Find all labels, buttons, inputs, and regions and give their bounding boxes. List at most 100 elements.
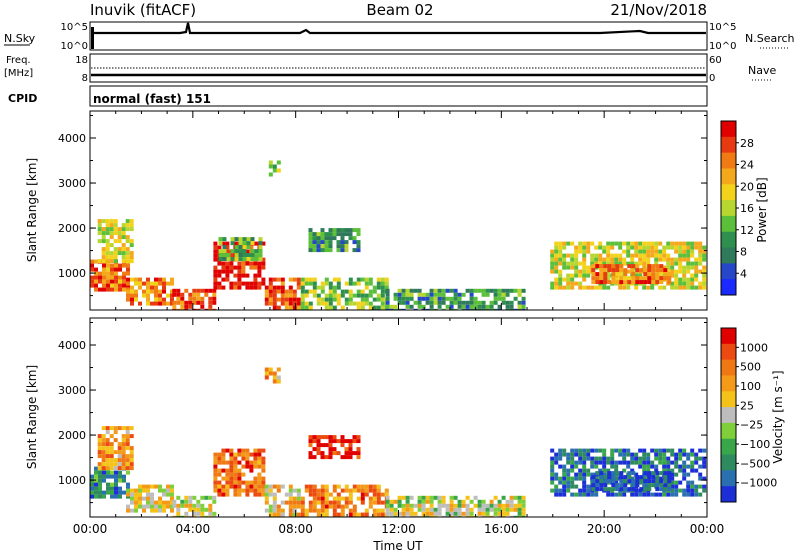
data-cell [630, 460, 635, 465]
data-cell [618, 245, 623, 250]
data-cell [385, 507, 390, 512]
nave-tick-bottom: 0 [709, 73, 715, 84]
data-cell [312, 488, 317, 493]
data-cell [146, 285, 150, 290]
data-cell [611, 280, 616, 285]
data-cell [429, 503, 434, 508]
data-cell [622, 249, 627, 254]
data-cell [615, 268, 620, 273]
data-cell [594, 448, 599, 453]
colorbar-segment [721, 200, 736, 217]
data-cell [320, 228, 325, 233]
data-cell [429, 300, 434, 305]
data-cell [380, 297, 385, 302]
data-cell [170, 508, 174, 513]
data-cell [188, 292, 193, 297]
data-cell [384, 285, 389, 290]
data-cell [368, 484, 373, 489]
data-cell [437, 300, 442, 305]
data-cell [501, 495, 506, 500]
data-cell [397, 288, 402, 293]
data-cell [614, 241, 619, 246]
data-cell [217, 492, 222, 497]
data-cell [117, 247, 122, 252]
data-cell [437, 296, 442, 301]
data-cell [686, 480, 691, 485]
data-cell [694, 277, 699, 282]
data-cell [90, 486, 94, 491]
data-cell [324, 496, 329, 501]
data-cell [184, 499, 189, 504]
data-cell [213, 472, 218, 477]
data-cell [257, 456, 262, 461]
data-cell [618, 241, 623, 246]
data-cell [566, 484, 571, 489]
data-cell [213, 265, 218, 270]
data-cell [253, 281, 258, 286]
data-cell [650, 460, 655, 465]
data-cell [509, 308, 514, 310]
data-cell [245, 249, 250, 254]
data-cell [690, 492, 695, 497]
data-cell [521, 300, 526, 305]
data-cell [670, 468, 675, 473]
data-cell [469, 511, 474, 516]
data-cell [421, 507, 426, 512]
data-cell [517, 288, 522, 293]
data-cell [122, 279, 126, 284]
data-cell [360, 512, 365, 517]
data-cell [102, 275, 106, 280]
freq-label: Freq. [6, 55, 31, 66]
data-cell [117, 458, 122, 463]
data-cell [280, 512, 285, 517]
data-cell [380, 305, 385, 310]
data-cell [125, 227, 130, 232]
data-cell [97, 450, 102, 455]
data-cell [590, 464, 595, 469]
data-cell [405, 288, 410, 293]
data-cell [268, 484, 273, 489]
data-cell [238, 257, 243, 262]
data-cell [296, 504, 301, 509]
data-cell [598, 257, 603, 262]
data-cell [230, 257, 235, 262]
data-cell [324, 248, 329, 253]
data-cell [233, 452, 238, 457]
data-cell [261, 464, 266, 469]
data-cell [678, 253, 683, 258]
data-cell [340, 236, 345, 241]
data-cell [308, 488, 313, 493]
data-cell [320, 285, 325, 290]
data-cell [110, 275, 114, 280]
data-cell [453, 308, 458, 310]
data-cell [261, 460, 266, 465]
data-cell [328, 492, 333, 497]
data-cell [284, 297, 289, 302]
data-cell [98, 279, 102, 284]
data-cell [385, 503, 390, 508]
data-cell [94, 478, 98, 483]
data-cell [595, 483, 600, 488]
data-cell [655, 479, 660, 484]
data-cell [196, 300, 201, 305]
data-cell [626, 452, 631, 457]
data-cell [213, 480, 218, 485]
data-cell [630, 468, 635, 473]
data-cell [445, 296, 450, 301]
data-cell [280, 281, 285, 286]
data-cell [674, 269, 679, 274]
data-cell [582, 476, 587, 481]
data-cell [250, 237, 255, 242]
data-cell [348, 447, 353, 452]
data-cell [611, 479, 616, 484]
data-cell [114, 271, 118, 276]
data-cell [376, 500, 381, 505]
data-cell [90, 283, 94, 288]
data-cell [647, 479, 652, 484]
data-cell [554, 492, 559, 497]
data-cell [694, 245, 699, 250]
data-cell [237, 460, 242, 465]
data-cell [686, 492, 691, 497]
data-cell [245, 273, 250, 278]
